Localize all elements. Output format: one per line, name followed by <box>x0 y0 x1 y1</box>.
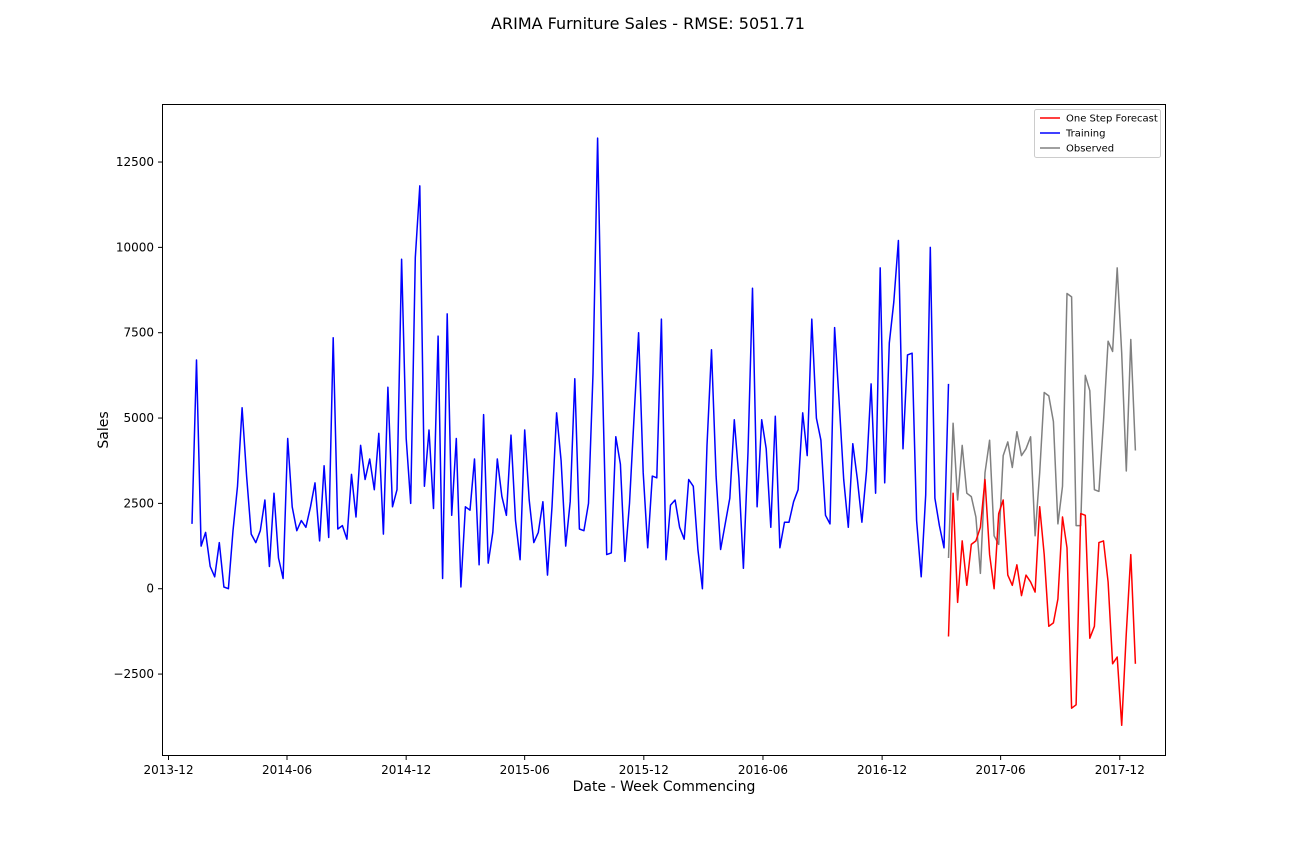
x-tick-label: 2013-12 <box>143 763 193 777</box>
y-tick-label: 7500 <box>123 326 154 340</box>
x-axis: 2013-12 2014-06 2014-12 2015-06 2015-12 2016-… <box>143 756 1145 777</box>
chart-title: ARIMA Furniture Sales - RMSE: 5051.71 <box>491 14 805 33</box>
x-tick-label: 2017-06 <box>976 763 1026 777</box>
x-tick-label: 2015-06 <box>500 763 550 777</box>
series-layer <box>191 137 1137 727</box>
series-line-training <box>191 137 950 590</box>
x-tick-label: 2015-12 <box>619 763 669 777</box>
y-tick-label: 10000 <box>116 240 154 254</box>
plot-area <box>162 104 1166 756</box>
y-tick-label: 2500 <box>123 496 154 510</box>
legend-box <box>1034 109 1161 158</box>
legend-label: Observed <box>1066 144 1114 155</box>
x-tick-label: 2016-12 <box>857 763 907 777</box>
y-axis: −2500 0 2500 5000 7500 10000 12500 <box>113 155 162 681</box>
legend-label: One Step Forecast <box>1066 114 1158 125</box>
series-line-observed <box>947 267 1137 575</box>
y-tick-label: 0 <box>146 582 154 596</box>
y-tick-label: 12500 <box>116 155 154 169</box>
x-axis-label: Date - Week Commencing <box>573 779 756 795</box>
x-tick-label: 2014-06 <box>262 763 312 777</box>
x-tick-label: 2017-12 <box>1095 763 1145 777</box>
series-line-one-step-forecast <box>947 478 1137 727</box>
legend: One Step Forecast Training Observed <box>1034 109 1161 158</box>
y-axis-label: Sales <box>96 411 112 448</box>
y-tick-label: 5000 <box>123 411 154 425</box>
legend-label: Training <box>1065 129 1105 140</box>
x-tick-label: 2014-12 <box>381 763 431 777</box>
x-tick-label: 2016-06 <box>738 763 788 777</box>
plot-frame <box>162 104 1166 756</box>
y-tick-label: −2500 <box>113 667 154 681</box>
